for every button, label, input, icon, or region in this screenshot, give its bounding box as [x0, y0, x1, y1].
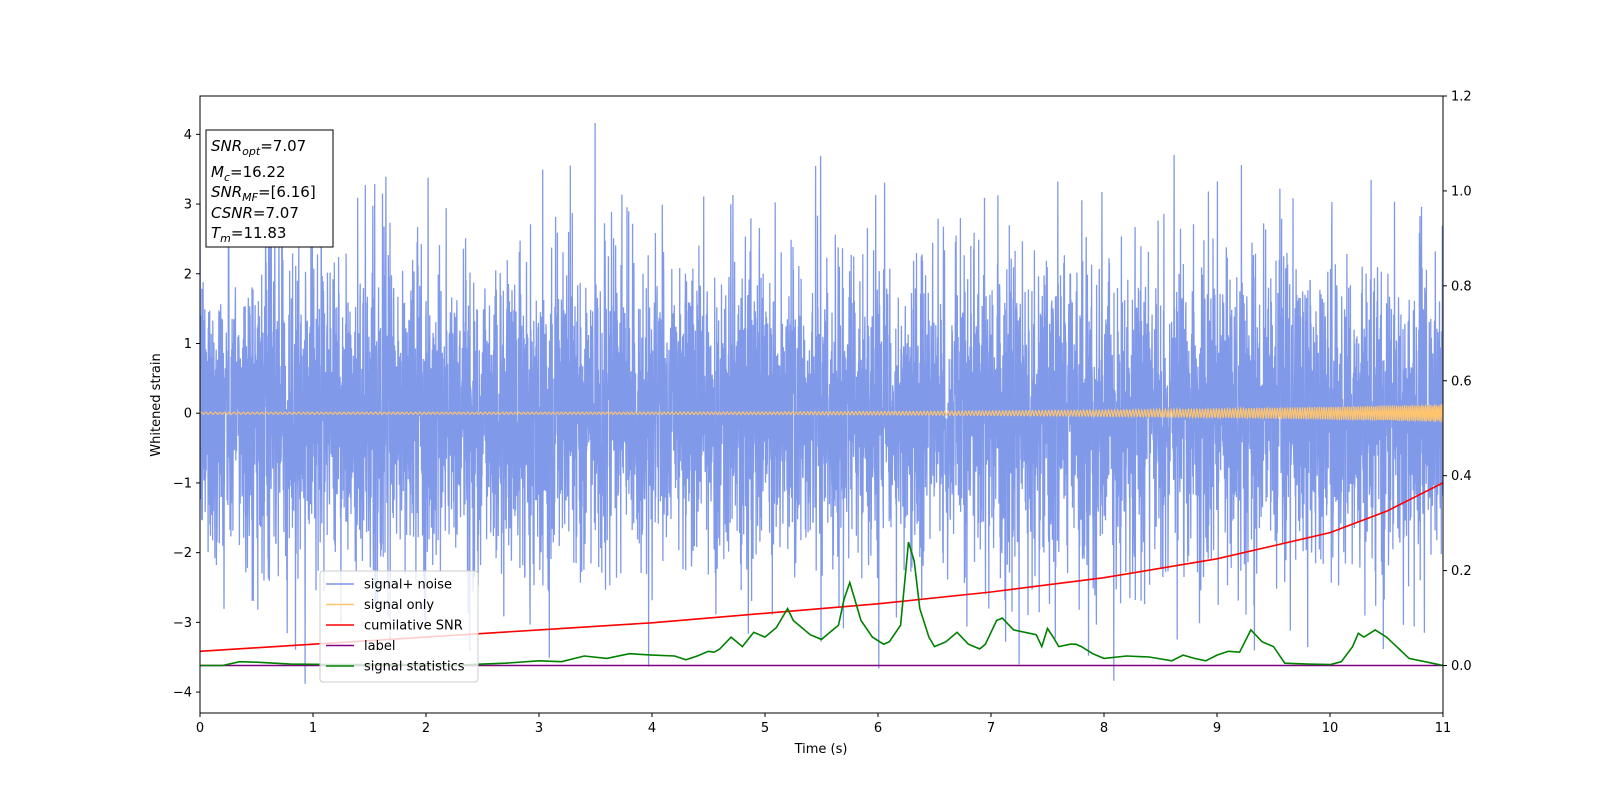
y2-tick-label: 0.8: [1451, 279, 1472, 294]
y2-tick-label: 0.2: [1451, 564, 1472, 579]
y2-tick-label: 1.0: [1451, 184, 1472, 199]
series-signal-noise-line: [200, 122, 1443, 684]
info-snr-opt: SNRopt=7.07: [211, 137, 306, 158]
legend: signal+ noise signal only cumilative SNR la…: [319, 570, 479, 683]
x-tick-label: 10: [1322, 721, 1339, 736]
x-tick-label: 0: [196, 721, 204, 736]
legend-frame: [319, 570, 479, 683]
series-signal-statistics-line: [200, 541, 1443, 667]
x-axis-label: Time (s): [794, 742, 848, 757]
y-tick-label: 4: [184, 128, 192, 143]
x-tick-label: 4: [648, 721, 656, 736]
series-signal-only-line: [200, 404, 1443, 423]
y-axis-left: 4 3 2 1 0 −1 −2 −3 −4: [173, 128, 200, 701]
legend-label: signal+ noise: [364, 578, 452, 593]
legend-label: signal statistics: [364, 660, 465, 675]
legend-label: label: [364, 639, 395, 654]
x-tick-label: 1: [309, 721, 317, 736]
x-tick-label: 8: [1100, 721, 1108, 736]
y-tick-label: 3: [184, 198, 192, 213]
plot-frame: [199, 95, 1444, 714]
x-tick-label: 5: [761, 721, 769, 736]
x-tick-label: 2: [422, 721, 430, 736]
info-box-frame: [205, 129, 334, 248]
y-axis-label: Whitened strain: [149, 353, 164, 456]
y2-tick-label: 1.2: [1451, 90, 1472, 105]
y-tick-label: 1: [184, 337, 192, 352]
y2-tick-label: 0.4: [1451, 469, 1472, 484]
x-tick-label: 6: [874, 721, 882, 736]
info-box: SNRopt=7.07 Mc=16.22 SNRMF=[6.16] CSNR=7…: [205, 129, 334, 248]
info-tm: Tm=11.83: [211, 224, 286, 245]
info-snr-mf: SNRMF=[6.16]: [211, 183, 316, 204]
info-csnr: CSNR=7.07: [211, 204, 299, 222]
legend-label: signal only: [364, 598, 434, 613]
y-tick-label: 0: [184, 407, 192, 422]
legend-label: cumilative SNR: [364, 619, 463, 634]
x-tick-label: 3: [535, 721, 543, 736]
y2-tick-label: 0.0: [1451, 659, 1472, 674]
x-axis: 0 1 2 3 4 5 6 7 8 9 10 11: [196, 713, 1451, 736]
y-tick-label: −2: [173, 546, 192, 561]
y2-tick-label: 0.6: [1451, 374, 1472, 389]
y-tick-label: 2: [184, 267, 192, 282]
y-axis-right: 1.2 1.0 0.8 0.6 0.4 0.2 0.0: [1443, 90, 1472, 674]
x-tick-label: 7: [987, 721, 995, 736]
y-tick-label: −3: [173, 616, 192, 631]
y-tick-label: −1: [173, 476, 192, 491]
x-tick-label: 11: [1435, 721, 1452, 736]
info-mc: Mc=16.22: [211, 163, 286, 184]
x-tick-label: 9: [1213, 721, 1221, 736]
y-tick-label: −4: [173, 686, 192, 701]
